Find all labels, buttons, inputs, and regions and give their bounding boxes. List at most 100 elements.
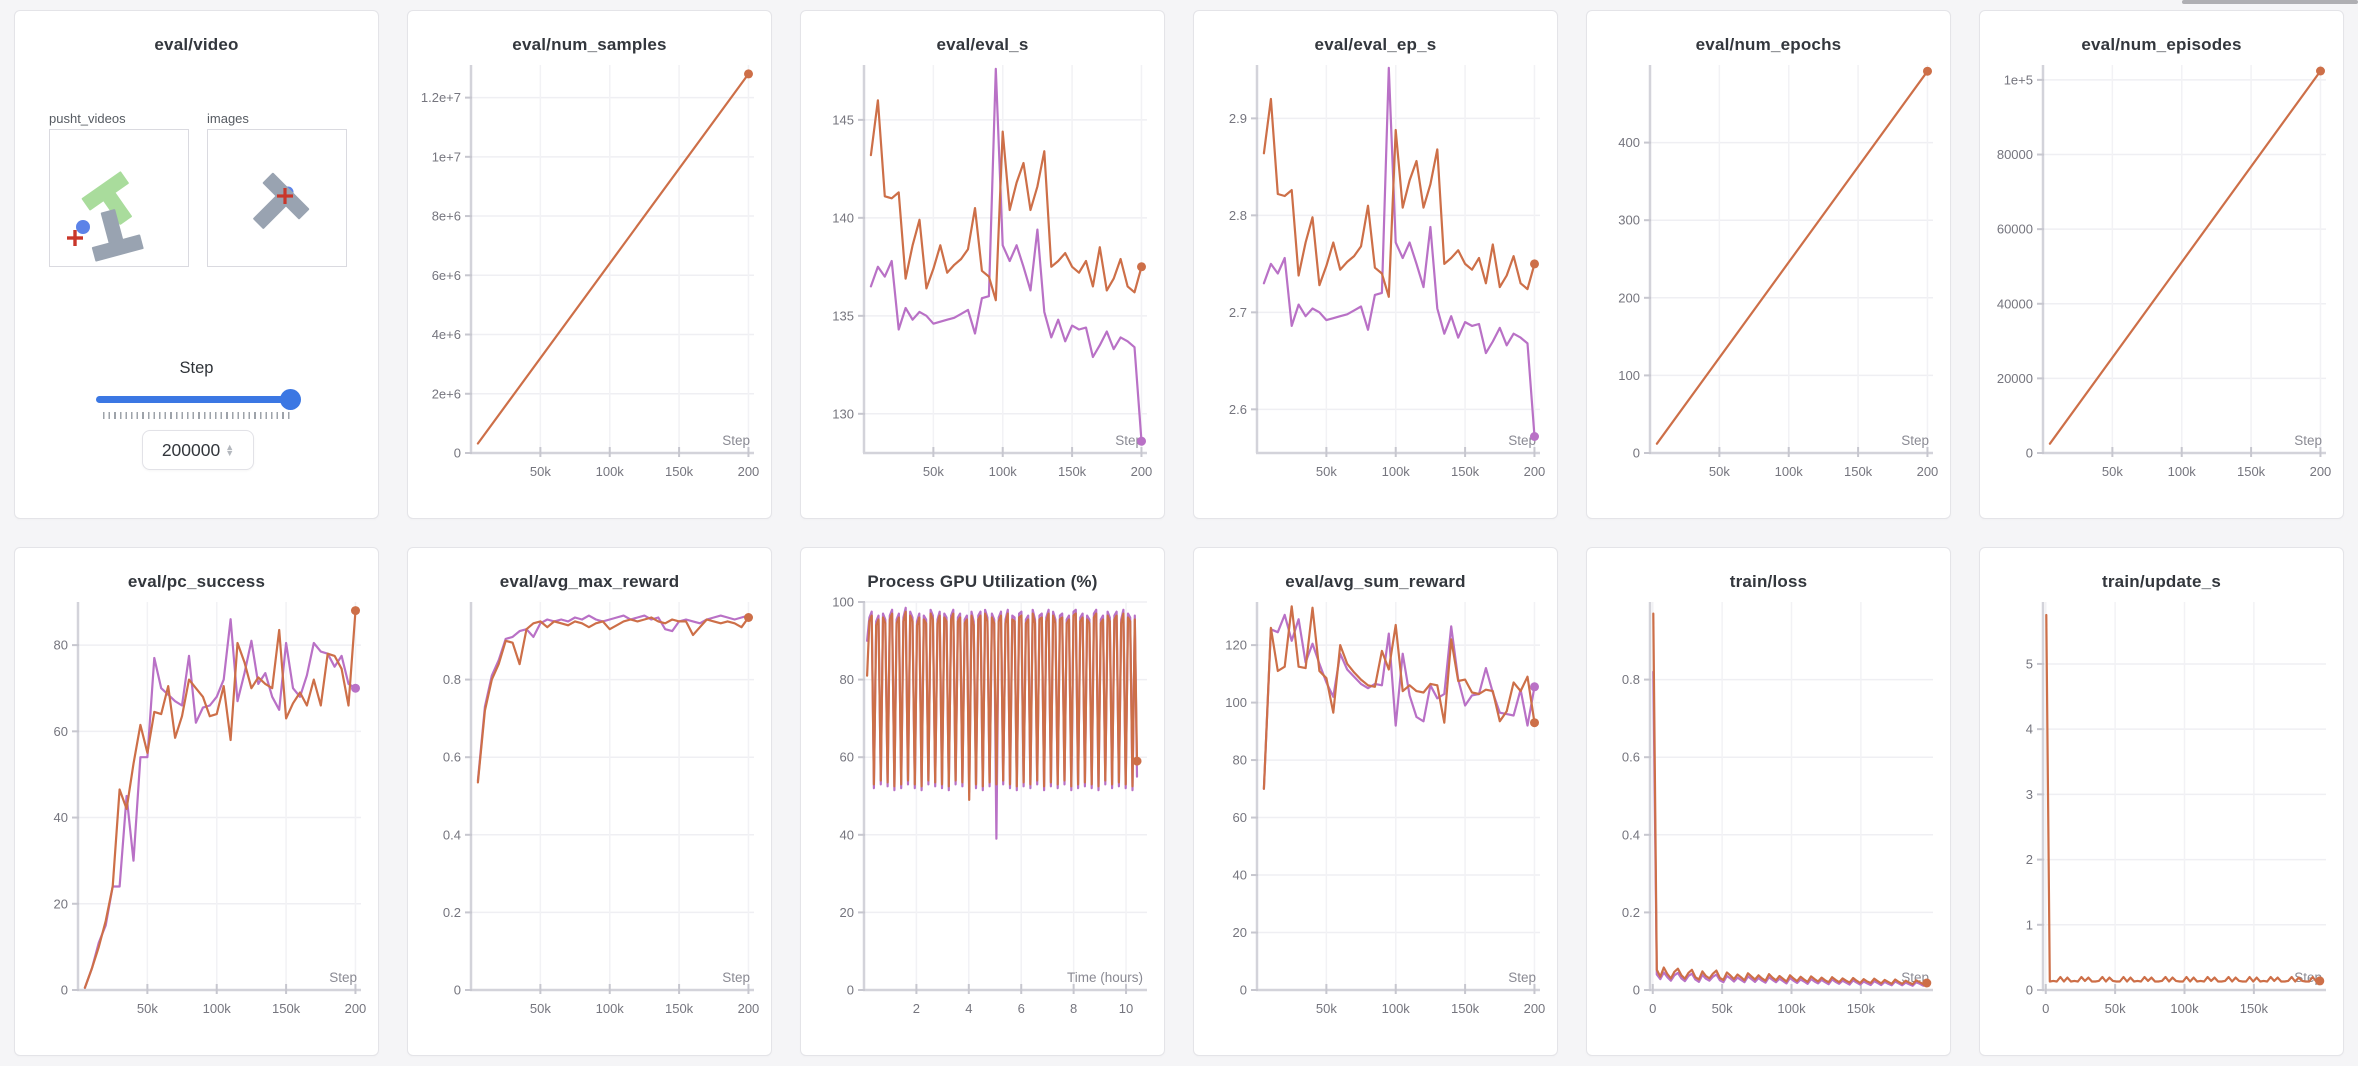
svg-text:1.2e+7: 1.2e+7 (421, 90, 461, 105)
svg-text:150k: 150k (2240, 1001, 2269, 1016)
svg-text:0.4: 0.4 (1622, 827, 1640, 842)
svg-text:135: 135 (832, 308, 854, 323)
block-t-shape (91, 209, 144, 262)
svg-text:4e+6: 4e+6 (432, 327, 461, 342)
svg-text:100k: 100k (1382, 1001, 1411, 1016)
svg-text:100: 100 (1618, 368, 1640, 383)
chart-title: eval/num_epochs (1695, 35, 1842, 54)
svg-text:0: 0 (454, 983, 461, 998)
svg-text:100: 100 (832, 595, 854, 610)
step-slider-tickmarks (103, 412, 291, 419)
panel-train-loss: train/loss 0 0.2 0.4 0.6 0.8 0 50k 100k 150k Step (1586, 547, 1951, 1056)
step-slider-track[interactable] (96, 389, 301, 410)
panel-eval-num-epochs: eval/num_epochs 0 100 200 300 400 50k 100k 150k… (1586, 10, 1951, 519)
line-chart-eval-eval-s[interactable]: 130 135 140 145 50k 100k 150k 200 Step (808, 57, 1157, 495)
panel-train-update-s: train/update_s 0 1 2 3 4 5 0 50k 100k 150k Step (1979, 547, 2344, 1056)
svg-text:50k: 50k (1709, 464, 1730, 479)
svg-text:2: 2 (913, 1001, 920, 1016)
line-chart-gpu-utilization[interactable]: 0 20 40 60 80 100 2 4 6 8 10 Time (hours) (808, 594, 1157, 1032)
svg-text:50k: 50k (1316, 1001, 1337, 1016)
line-chart-eval-num-episodes[interactable]: 0 20000 40000 60000 80000 1e+5 50k 100k 150k 200 S… (1987, 57, 2336, 495)
svg-text:50k: 50k (1316, 464, 1337, 479)
svg-text:Step: Step (1508, 433, 1536, 448)
svg-text:50k: 50k (530, 1001, 551, 1016)
svg-text:150k: 150k (272, 1001, 301, 1016)
line-chart-eval-pc-success[interactable]: 0 20 40 60 80 50k 100k 150k 200 Step (22, 594, 371, 1032)
svg-text:0: 0 (61, 983, 68, 998)
svg-text:80: 80 (54, 638, 68, 653)
svg-text:1: 1 (2026, 917, 2033, 932)
svg-text:50k: 50k (2105, 1001, 2126, 1016)
line-chart-eval-eval-ep-s[interactable]: 2.6 2.7 2.8 2.9 50k 100k 150k 200 Step (1201, 57, 1550, 495)
chevron-up-icon[interactable]: ▲ (225, 442, 235, 452)
stepper-arrows[interactable]: ▲ ▼ (225, 442, 235, 458)
svg-text:Step: Step (1901, 433, 1929, 448)
line-chart-eval-num-samples[interactable]: 0 2e+6 4e+6 6e+6 8e+6 1e+7 1.2e+7 50k 100k 150k 20… (415, 57, 764, 495)
line-chart-eval-avg-max-reward[interactable]: 0 0.2 0.4 0.6 0.8 50k 100k 150k 200 Step (415, 594, 764, 1032)
svg-text:0.4: 0.4 (443, 827, 461, 842)
svg-text:5: 5 (2026, 656, 2033, 671)
chart-title: eval/num_episodes (2081, 35, 2242, 54)
step-slider-label: Step (179, 359, 214, 377)
svg-text:50k: 50k (1712, 1001, 1733, 1016)
svg-text:0: 0 (2026, 446, 2033, 461)
svg-text:150k: 150k (1058, 464, 1087, 479)
svg-text:2.9: 2.9 (1229, 111, 1247, 126)
pusht-image-icon (253, 172, 310, 229)
svg-text:1e+5: 1e+5 (2004, 72, 2033, 87)
svg-text:60: 60 (1233, 810, 1247, 825)
svg-text:50k: 50k (2102, 464, 2123, 479)
svg-text:100k: 100k (596, 1001, 625, 1016)
svg-text:0: 0 (1240, 983, 1247, 998)
svg-text:2: 2 (2026, 852, 2033, 867)
svg-text:150k: 150k (2237, 464, 2266, 479)
svg-text:20000: 20000 (1997, 371, 2033, 386)
svg-text:Step: Step (722, 433, 750, 448)
svg-text:100k: 100k (1382, 464, 1411, 479)
svg-text:140: 140 (832, 210, 854, 225)
svg-text:0: 0 (1633, 446, 1640, 461)
goal-t-shape (81, 171, 132, 225)
svg-text:0: 0 (2042, 1001, 2049, 1016)
chart-title: eval/eval_s (936, 35, 1029, 54)
svg-text:100k: 100k (2170, 1001, 2199, 1016)
svg-text:50k: 50k (137, 1001, 158, 1016)
target-cross-icon (67, 230, 83, 246)
panel-eval-num-samples: eval/num_samples 0 2e+6 4e+6 6e+6 8e+6 1e+7 1.… (407, 10, 772, 519)
line-chart-eval-num-epochs[interactable]: 0 100 200 300 400 50k 100k 150k 200 Step (1594, 57, 1943, 495)
panel-gpu-utilization: Process GPU Utilization (%) 0 20 40 60 80 100… (800, 547, 1165, 1056)
chevron-down-icon[interactable]: ▼ (225, 448, 235, 458)
svg-text:100k: 100k (989, 464, 1018, 479)
chart-title: eval/avg_max_reward (499, 572, 680, 591)
step-number-input[interactable]: 200000 ▲ ▼ (142, 430, 254, 470)
svg-text:Time (hours): Time (hours) (1067, 970, 1143, 985)
svg-text:6: 6 (1018, 1001, 1025, 1016)
svg-text:40: 40 (1233, 868, 1247, 883)
svg-text:20: 20 (54, 896, 68, 911)
svg-text:100k: 100k (1775, 464, 1804, 479)
media-key-label-pusht-videos: pusht_videos (49, 111, 126, 126)
svg-text:60000: 60000 (1997, 222, 2033, 237)
svg-text:8e+6: 8e+6 (432, 209, 461, 224)
panel-eval-eval-ep-s: eval/eval_ep_s 2.6 2.7 2.8 2.9 50k 100k 150k 20… (1193, 10, 1558, 519)
svg-text:400: 400 (1618, 135, 1640, 150)
svg-text:0: 0 (454, 446, 461, 461)
svg-text:2.6: 2.6 (1229, 402, 1247, 417)
svg-text:2e+6: 2e+6 (432, 386, 461, 401)
chart-title: train/loss (1729, 572, 1808, 591)
step-slider-thumb[interactable] (280, 389, 301, 410)
svg-text:200: 200 (1917, 464, 1939, 479)
svg-text:1e+7: 1e+7 (432, 149, 461, 164)
svg-text:200: 200 (738, 1001, 760, 1016)
line-chart-eval-avg-sum-reward[interactable]: 0 20 40 60 80 100 120 50k 100k 150k 200 Step (1201, 594, 1550, 1032)
svg-text:Step: Step (329, 970, 357, 985)
horizontal-scrollbar[interactable] (2182, 0, 2358, 4)
svg-text:0.8: 0.8 (443, 672, 461, 687)
svg-text:40: 40 (54, 810, 68, 825)
svg-text:100k: 100k (1777, 1001, 1806, 1016)
video-thumbnail-pusht[interactable] (49, 129, 189, 267)
image-thumbnail[interactable] (207, 129, 347, 267)
